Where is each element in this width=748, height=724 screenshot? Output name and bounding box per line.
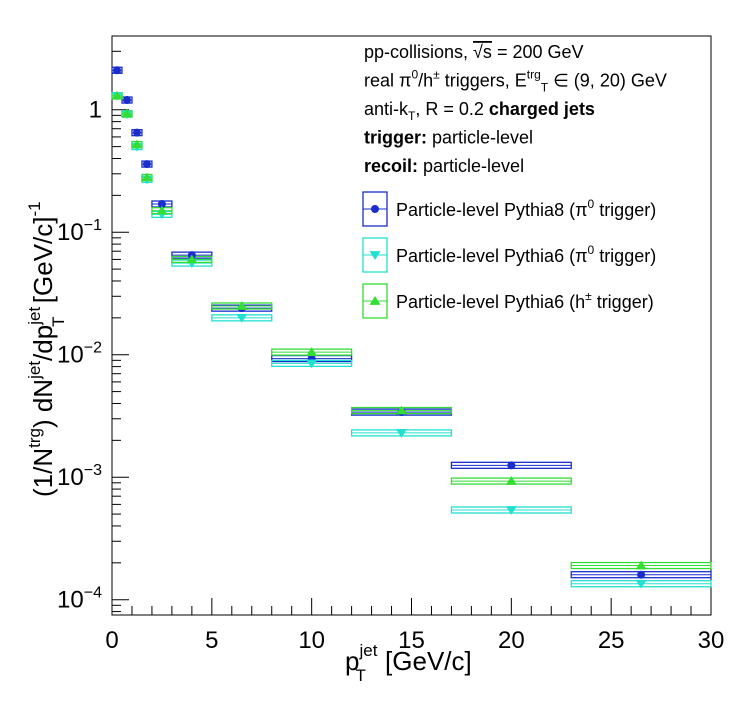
data-point [112,66,121,75]
annotation-text: anti-k [364,99,409,119]
data-point [131,139,143,149]
legend-label: trigger) [592,292,654,312]
annotation-text: /h [418,71,433,91]
y-tick-label: 10−1 [57,217,102,246]
data-point [507,461,516,470]
data-point [156,205,168,215]
annotation-text: particle-level [418,156,524,176]
legend-superscript: 0 [588,243,595,257]
x-tick-label: 5 [205,627,218,654]
y-axis-title: (1/Ntrg) dNjet/dpjet T [GeV/c]-1 [25,201,68,497]
annotation-line: anti-kT, R = 0.2 charged jets [364,99,595,123]
legend-marker [369,296,381,305]
y-tick-value: 1 [89,97,102,124]
y-tick-label: 10−3 [57,462,102,491]
y-tick-exponent: −4 [84,585,102,602]
y-axis-superscript: jet [25,307,44,326]
annotation-line: trigger: particle-level [364,128,533,148]
data-point [236,301,248,310]
data-point [132,128,141,137]
annotation-text: ∈ (9, 20) GeV [548,71,667,91]
annotation-superscript: ± [433,68,440,82]
annotation-line: pp-collisions, √s = 200 GeV [364,42,584,62]
data-point [635,560,647,570]
annotation-text: charged jets [489,99,595,119]
x-tick-label: 10 [298,627,325,654]
data-point [186,254,198,264]
annotation-text: real π [364,71,411,91]
data-point [111,90,123,100]
y-tick-base: 10 [57,464,84,491]
data-point [635,579,647,589]
data-point [142,160,151,169]
legend-superscript: ± [585,289,592,303]
x-tick-label: 25 [598,627,625,654]
data-point [236,313,248,323]
data-point [157,200,166,209]
data-point [396,429,408,438]
legend-label: Particle-level Pythia8 (π [396,200,588,220]
legend-entry: Particle-level Pythia6 (π0 trigger) [396,243,656,266]
legend-label: trigger) [594,200,656,220]
annotation-text: pp-collisions, [364,42,473,62]
legend-marker [371,205,379,213]
data-point [396,405,408,415]
annotation-text: recoil: [364,156,418,176]
y-axis-subscript: T [49,316,68,326]
y-tick-exponent: −1 [84,217,102,234]
y-tick-exponent: −2 [84,340,102,357]
data-point [306,359,318,369]
y-axis-part: (1/N [28,448,58,497]
annotation-superscript: 0 [411,68,418,82]
x-axis-subscript: T [355,666,365,685]
data-point [122,96,131,105]
x-axis-title: pjet T [GeV/c] [345,641,472,685]
y-axis-superscript: jet [25,361,44,380]
y-axis-part: /dp [28,325,58,361]
legend-label: trigger) [594,246,656,266]
x-axis-superscript: jet [358,641,377,660]
legend-label: Particle-level Pythia6 (h [396,292,585,312]
annotation-text: , R = 0.2 [415,99,489,119]
annotation-line: real π0/h± triggers, EtrgT ∈ (9, 20) GeV [364,68,667,95]
data-point [121,108,133,118]
data-point [306,347,318,356]
y-tick-label: 1 [89,97,102,124]
y-axis-superscript: -1 [25,201,44,216]
x-axis-unit: [GeV/c] [378,646,472,676]
annotation-line: recoil: particle-level [364,156,524,176]
y-tick-label: 10−2 [57,340,102,369]
data-point [505,506,517,515]
data-point [505,476,517,485]
x-tick-label: 20 [498,627,525,654]
annotation-text: = 200 GeV [492,42,584,62]
x-axis-symbol: p [345,646,359,676]
y-axis-superscript: trg [25,428,44,448]
legend-marker [369,251,381,260]
annotation-text: particle-level [427,128,533,148]
annotation-text: trigger: [364,128,427,148]
data-point [637,570,646,579]
y-tick-base: 10 [57,219,84,246]
annotation-text: triggers, E [440,71,527,91]
x-tick-label: 15 [398,627,425,654]
annotation-subscript: T [408,109,416,123]
y-tick-exponent: −3 [84,462,102,479]
annotation-text: √s [473,42,492,62]
y-tick-label: 10−4 [57,585,102,614]
y-tick-base: 10 [57,587,84,614]
annotation-superscript: trg [527,68,541,82]
legend-entry: Particle-level Pythia8 (π0 trigger) [396,197,656,220]
y-axis-part: [GeV/c] [28,217,58,311]
y-axis-part: ) dN [28,379,58,428]
legend-superscript: 0 [588,197,595,211]
x-tick-label: 0 [105,627,118,654]
legend-entry: Particle-level Pythia6 (h± trigger) [396,289,654,312]
annotation-subscript: T [541,81,549,95]
y-tick-base: 10 [57,342,84,369]
data-point [141,172,153,182]
x-tick-label: 30 [698,627,725,654]
legend-label: Particle-level Pythia6 (π [396,246,588,266]
